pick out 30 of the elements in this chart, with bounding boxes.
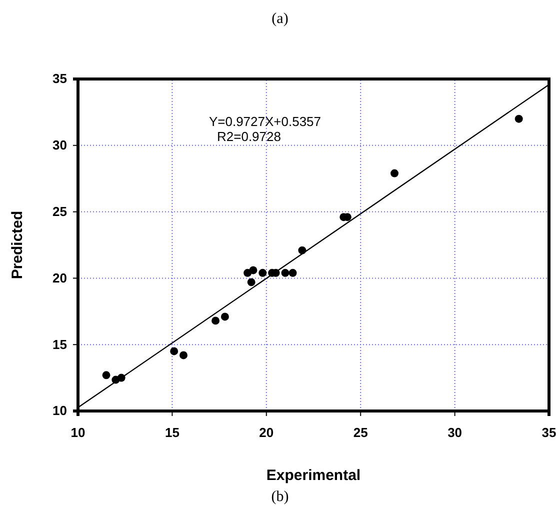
point (514, 114, 523, 123)
point (220, 312, 229, 321)
point (390, 169, 398, 178)
point (180, 351, 188, 360)
point (170, 347, 178, 356)
text: (a) (272, 11, 288, 27)
text: (b) (271, 489, 289, 505)
x-tick-label: 20 (259, 425, 274, 440)
x-tick-label: 30 (448, 425, 462, 440)
x-tick-label: 25 (353, 425, 368, 440)
y-tick-label: 35 (52, 71, 67, 86)
y-axis-title: Predicted (9, 210, 26, 280)
y-tick-label: 10 (52, 403, 67, 418)
y-tick-label: 20 (52, 270, 67, 286)
x-tick-label: 35 (542, 425, 556, 440)
point (102, 371, 110, 380)
point (212, 316, 220, 325)
point (288, 268, 297, 277)
annotation: R2=0.9728 (217, 129, 281, 144)
point (281, 268, 290, 277)
y-tick-label: 30 (52, 138, 67, 153)
y-tick-label: 15 (52, 336, 67, 352)
x-axis-title: Experimental (266, 467, 361, 484)
x-tick-label: 10 (70, 425, 86, 440)
annotation: Y=0.9727X+0.5357 (208, 114, 322, 129)
y-tick-label: 25 (52, 204, 67, 219)
point (247, 278, 256, 286)
point (249, 266, 258, 274)
point (258, 268, 267, 277)
x-tick-label: 15 (164, 425, 180, 440)
